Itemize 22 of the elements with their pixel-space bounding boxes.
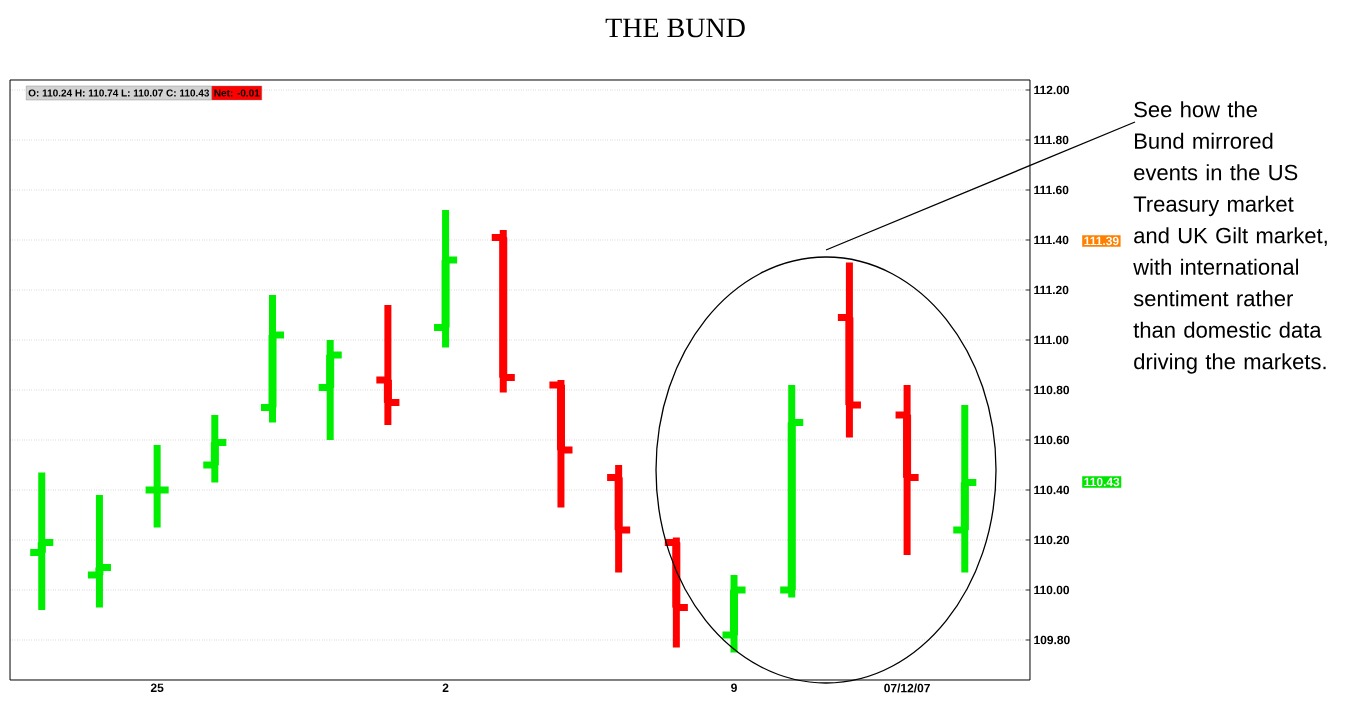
x-tick-label: 07/12/07 (884, 683, 930, 693)
text: See how the Bund mirrored events in the US Treasury market and UK Gilt market, with international sentiment rather than domestic data driving the markets. (1133, 101, 1327, 374)
x-tick-label: 9 (731, 683, 737, 693)
x-tick-label: 25 (150, 683, 164, 693)
y-tick-label: 110.40 (1034, 485, 1070, 495)
x-tick-label: 2 (442, 683, 449, 692)
y-tick-label: 110.00 (1034, 585, 1070, 595)
y-tick-label: 111.00 (1034, 335, 1069, 345)
y-tick-label: 110.60 (1034, 435, 1070, 445)
y-tick-label: 110.20 (1034, 535, 1070, 545)
y-tick-label: 110.80 (1034, 385, 1070, 395)
y-tick-label: 111.60 (1034, 185, 1069, 195)
y-tick-label: 111.40 (1034, 235, 1069, 245)
text: 111.39 (1084, 236, 1119, 246)
annotation: O: 110.24 H: 110.74 L: 110.07 C: 110.43 (28, 89, 210, 97)
y-tick-label: 112.00 (1034, 85, 1070, 95)
chart-title: THE BUND (605, 18, 745, 38)
y-tick-label: 111.20 (1034, 285, 1069, 295)
text: 110.43 (1084, 477, 1120, 487)
annotation: Net: -0.01 (214, 89, 260, 97)
y-tick-label: 109.80 (1034, 635, 1070, 645)
y-tick-label: 111.80 (1034, 135, 1069, 145)
